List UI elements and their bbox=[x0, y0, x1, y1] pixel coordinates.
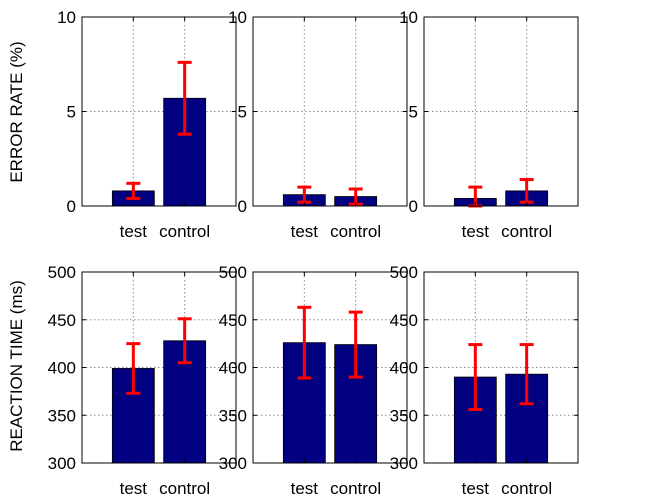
y-tick-label: 0 bbox=[409, 197, 418, 216]
y-tick-label: 400 bbox=[219, 359, 247, 378]
y-tick-label: 5 bbox=[67, 103, 76, 122]
y-tick-label: 5 bbox=[238, 103, 247, 122]
category-label-control: control bbox=[330, 479, 381, 498]
y-axis-label-reaction-time: REACTION TIME (ms) bbox=[7, 280, 26, 452]
category-label-control: control bbox=[501, 479, 552, 498]
y-tick-label: 400 bbox=[48, 359, 76, 378]
y-tick-label: 10 bbox=[228, 8, 247, 27]
y-tick-label: 350 bbox=[48, 406, 76, 425]
category-label-test: test bbox=[120, 479, 148, 498]
panels: test control 0 5 10 test control 0 5 10 test contro… bbox=[48, 8, 579, 498]
y-tick-label: 450 bbox=[48, 311, 76, 330]
category-label-test: test bbox=[120, 222, 148, 241]
category-label-control: control bbox=[159, 479, 210, 498]
y-tick-label: 500 bbox=[390, 263, 418, 282]
y-tick-label: 350 bbox=[219, 406, 247, 425]
y-tick-label: 300 bbox=[219, 454, 247, 473]
category-label-test: test bbox=[462, 222, 490, 241]
y-tick-label: 300 bbox=[390, 454, 418, 473]
chart-panel-4: test control 300 350 400 450 500 bbox=[48, 263, 237, 498]
y-tick-label: 500 bbox=[219, 263, 247, 282]
chart-panel-5: test control 300 350 400 450 500 bbox=[219, 263, 408, 498]
y-tick-label: 450 bbox=[219, 311, 247, 330]
chart-panel-1: test control 0 5 10 bbox=[57, 8, 237, 241]
chart-panel-2: test control 0 5 10 bbox=[228, 8, 408, 241]
y-tick-label: 0 bbox=[67, 197, 76, 216]
y-tick-label: 5 bbox=[409, 103, 418, 122]
y-tick-label: 350 bbox=[390, 406, 418, 425]
y-tick-label: 300 bbox=[48, 454, 76, 473]
category-label-control: control bbox=[330, 222, 381, 241]
category-label-control: control bbox=[501, 222, 552, 241]
category-label-test: test bbox=[291, 479, 319, 498]
y-tick-label: 10 bbox=[399, 8, 418, 27]
category-label-test: test bbox=[291, 222, 319, 241]
y-tick-label: 500 bbox=[48, 263, 76, 282]
y-tick-label: 400 bbox=[390, 359, 418, 378]
y-tick-label: 0 bbox=[238, 197, 247, 216]
chart-panel-3: test control 0 5 10 bbox=[399, 8, 579, 241]
category-label-test: test bbox=[462, 479, 490, 498]
y-axis-label-error-rate: ERROR RATE (%) bbox=[7, 41, 26, 182]
y-tick-label: 450 bbox=[390, 311, 418, 330]
chart-panel-6: test control 300 350 400 450 500 bbox=[390, 263, 579, 498]
y-tick-label: 10 bbox=[57, 8, 76, 27]
category-label-control: control bbox=[159, 222, 210, 241]
